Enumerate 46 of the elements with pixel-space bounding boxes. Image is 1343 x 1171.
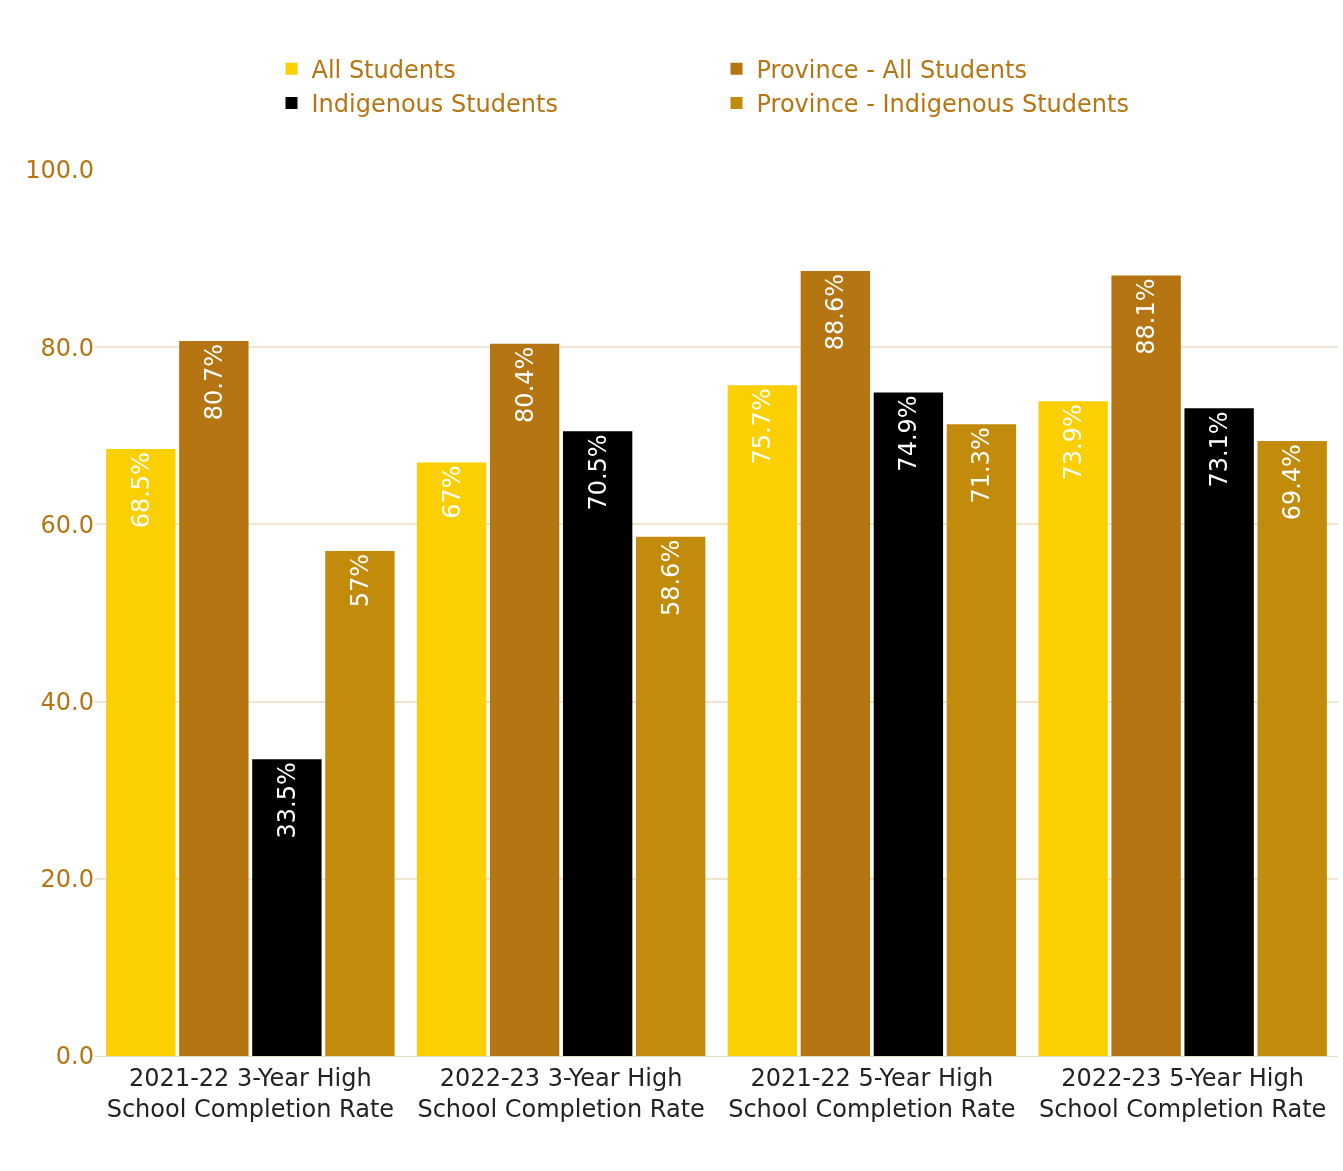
x-tick-label: 2021-22 3-Year High School Completion Rate [106, 1063, 395, 1123]
legend-label: Province - Indigenous Students [756, 90, 1129, 119]
bar [800, 271, 871, 1056]
bar [946, 424, 1017, 1056]
bar [106, 449, 176, 1056]
y-tick-label: 40.0 [40, 688, 94, 716]
x-tick-label: 2022-23 3-Year High School Completion Rate [417, 1063, 705, 1123]
y-tick-label: 100.0 [25, 156, 94, 185]
data-label: 88.6% [821, 274, 850, 351]
y-tick-label: 80.0 [40, 333, 94, 362]
bar [1184, 408, 1254, 1056]
bar [252, 759, 322, 1056]
data-label: 73.1% [1205, 411, 1234, 488]
data-label: 80.4% [510, 346, 539, 423]
y-tick-label: 0.0 [55, 1042, 94, 1071]
data-label: 73.9% [1059, 404, 1088, 481]
data-label: 70.5% [583, 434, 612, 511]
data-label: 69.4% [1278, 444, 1307, 521]
legend-label: Indigenous Students [311, 90, 558, 119]
data-label: 58.6% [656, 539, 685, 617]
data-label: 80.7% [199, 344, 228, 421]
bar [489, 343, 560, 1056]
bar [325, 550, 395, 1056]
bar [873, 392, 944, 1056]
legend-label: All Students [311, 56, 456, 85]
legend-label: Province - All Students [756, 56, 1027, 85]
x-tick-label: 2021-22 5-Year High School Completion Rate [728, 1063, 1016, 1123]
data-label: 33.5% [272, 762, 301, 839]
y-tick-label: 60.0 [40, 510, 94, 539]
bar [635, 536, 706, 1056]
bar [1111, 275, 1181, 1056]
bar [1257, 441, 1327, 1056]
bar [562, 431, 633, 1056]
data-label: 68.5% [126, 452, 155, 529]
data-label: 67% [437, 465, 466, 519]
bar [1038, 401, 1108, 1056]
data-label: 71.3% [967, 427, 996, 504]
data-label: 88.1% [1132, 278, 1161, 355]
bar [179, 341, 249, 1056]
data-label: 75.7% [748, 388, 777, 465]
bar [416, 462, 487, 1056]
data-label: 57% [345, 553, 374, 608]
data-label: 74.9% [894, 395, 923, 472]
bar [727, 385, 798, 1056]
x-tick-label: 2022-23 5-Year High School Completion Rate [1038, 1063, 1327, 1123]
y-tick-label: 20.0 [40, 865, 94, 894]
